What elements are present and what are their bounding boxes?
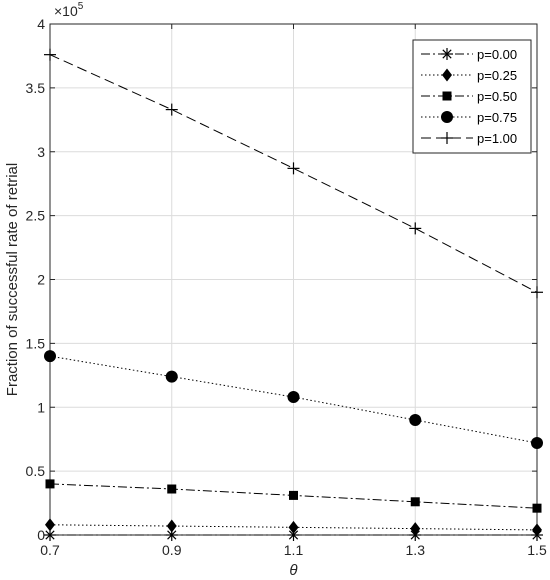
series-p=1.00 [44,48,543,299]
data-point-plus [44,48,56,61]
series-line [49,54,538,293]
data-point-diamond [45,518,55,532]
legend-marker-plus [441,132,453,144]
y-tick-label: 3 [37,144,45,160]
legend-marker-diamond [442,68,452,82]
data-point-diamond [166,519,177,533]
series-line [49,355,538,444]
y-axis-label: Fraction of successful rate of retrial [4,163,21,396]
legend-entry: p=0.75 [421,110,517,125]
data-point-circle [531,437,543,450]
legend-marker-asterisk [441,48,453,60]
y-tick-label: 0 [37,527,45,543]
legend-label: p=0.50 [477,89,517,104]
x-axis-label: θ [289,562,297,579]
x-tick-label: 0.9 [162,542,182,558]
y-tick-label: 3.5 [26,80,46,96]
x-tick-label: 1.5 [527,542,547,558]
data-point-plus [165,103,178,116]
y-tick-label: 4 [37,16,45,32]
data-point-plus [287,162,300,175]
y-multiplier-label: ×105 [54,1,84,19]
series-p=0.75 [44,350,543,450]
data-point-square [410,497,420,507]
legend-entry: p=0.25 [421,68,517,83]
y-tick-label: 1 [37,399,45,415]
data-point-circle [165,370,178,383]
data-point-square [532,503,542,513]
y-tick-label: 2 [37,272,45,288]
legend: p=0.00 p=0.25 p=0.50 p=0.75 p=1.00 [412,39,532,154]
x-tick-label: 1.1 [284,542,304,558]
data-point-square [167,484,177,494]
data-point-square [289,490,298,500]
data-point-circle [287,391,300,404]
legend-label: p=0.25 [477,68,517,83]
data-point-circle [409,414,422,427]
data-point-diamond [532,523,542,537]
data-point-diamond [288,520,299,534]
legend-label: p=0.75 [477,110,517,125]
data-point-asterisk [165,529,178,541]
y-tick-label: 0.5 [26,463,46,479]
data-point-square [45,479,55,489]
y-tick-label: 1.5 [26,335,46,351]
y-tick-label: 2.5 [26,208,46,224]
data-point-plus [409,222,422,235]
series-p=0.00 [44,529,543,541]
legend-entry: p=1.00 [421,131,517,146]
legend-marker-circle [441,111,453,123]
legend-label: p=1.00 [477,131,517,146]
data-point-diamond [410,522,421,536]
legend-marker-square [442,91,452,101]
legend-entry: p=0.50 [421,89,517,104]
x-tick-label: 1.3 [406,542,426,558]
x-tick-label: 0.7 [40,542,60,558]
series-p=0.50 [45,479,542,513]
data-point-circle [44,350,56,363]
legend-label: p=0.00 [477,47,517,62]
series-group [44,48,543,541]
series-p=0.25 [45,518,542,537]
series-line [49,524,538,531]
legend-entry: p=0.00 [421,47,517,62]
data-point-plus [531,286,543,299]
